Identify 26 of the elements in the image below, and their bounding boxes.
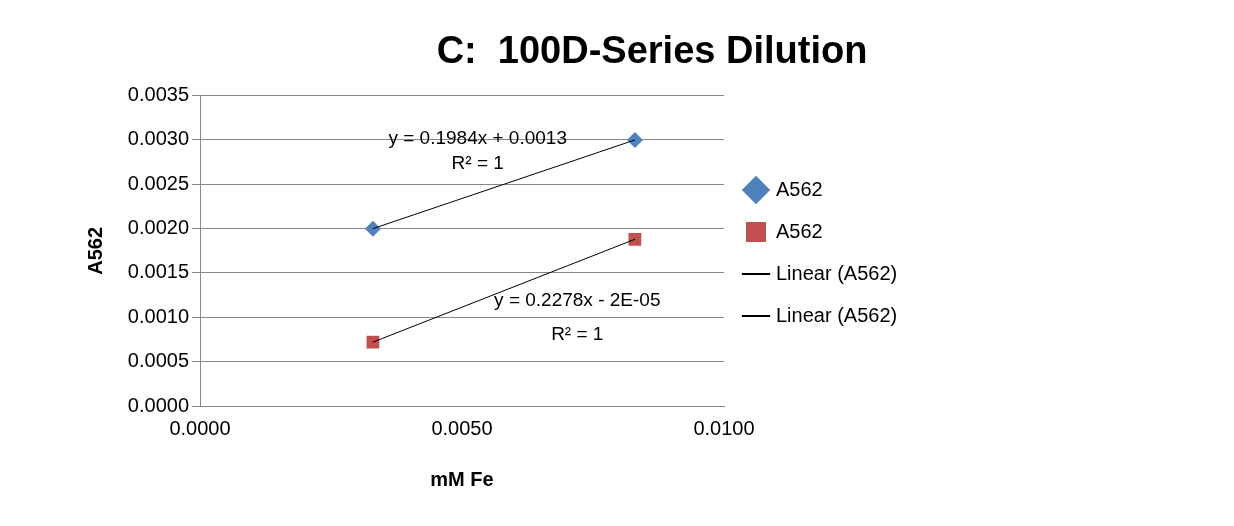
legend-label: A562 <box>776 177 823 200</box>
point <box>364 220 381 237</box>
x-tick-label: 0.0100 <box>693 416 755 439</box>
legend-label: A562 <box>776 219 823 242</box>
annotation: R² = 1 <box>551 322 604 344</box>
x-tick-label: 0.0000 <box>169 416 231 439</box>
y-tick-label: 0.0035 <box>127 83 189 106</box>
legend-label: Linear (A562) <box>776 303 898 326</box>
point <box>366 335 380 349</box>
annotation: y = 0.1984x + 0.0013 <box>388 127 567 149</box>
x-tick-label: 0.0050 <box>431 416 493 439</box>
y-tick-label: 0.0030 <box>127 127 189 150</box>
legend-label: Linear (A562) <box>776 261 898 284</box>
y-tick-label: 0.0025 <box>127 171 189 194</box>
point <box>626 131 643 148</box>
annotation: R² = 1 <box>451 152 504 174</box>
x-axis-title: mM Fe <box>430 467 494 490</box>
y-tick-label: 0.0005 <box>127 349 189 372</box>
point <box>628 232 642 246</box>
y-tick-label: 0.0010 <box>127 304 189 327</box>
y-axis-title: A562 <box>83 226 106 275</box>
annotation: y = 0.2278x - 2E-05 <box>494 288 661 310</box>
y-tick-label: 0.0015 <box>127 260 189 283</box>
chart-title: C: 100D-Series Dilution <box>436 29 868 72</box>
y-tick-label: 0.0020 <box>127 216 189 239</box>
y-tick-label: 0.0000 <box>127 393 189 416</box>
